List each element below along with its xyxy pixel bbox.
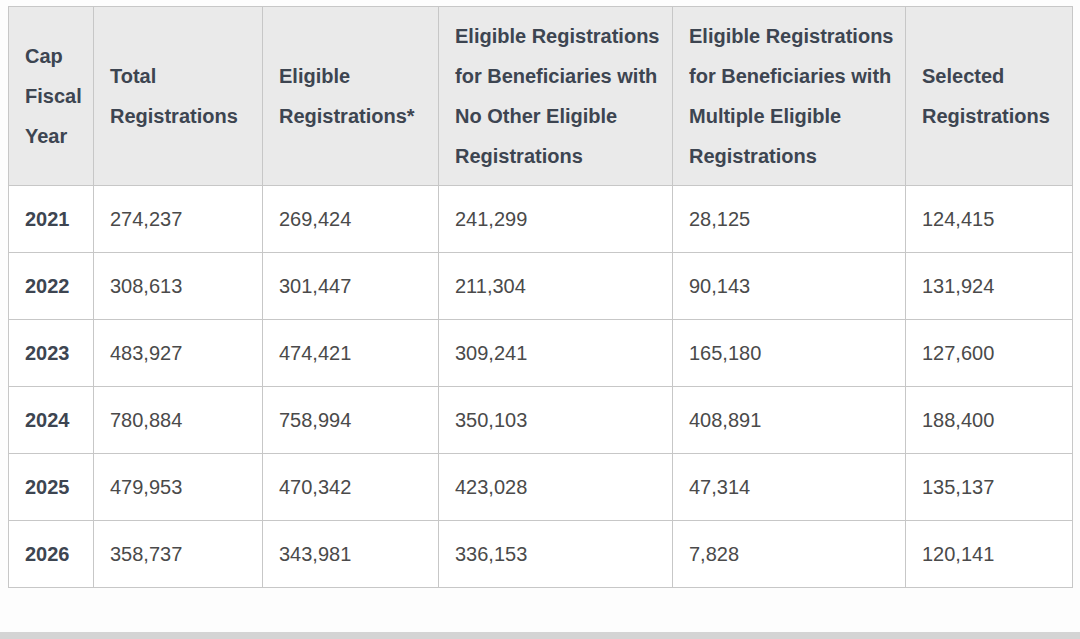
year-cell: 2022 <box>9 253 94 320</box>
column-header-selected-registrations: Selected Registrations <box>906 7 1073 186</box>
bottom-edge-strip <box>0 632 1080 639</box>
eligible-no-other-cell: 309,241 <box>439 320 673 387</box>
eligible-no-other-cell: 211,304 <box>439 253 673 320</box>
eligible-multiple-cell: 165,180 <box>673 320 906 387</box>
table-row-2026: 2026 358,737 343,981 336,153 7,828 120,1… <box>9 521 1073 588</box>
eligible-registrations-cell: 758,994 <box>263 387 439 454</box>
registrations-page: Cap Fiscal Year Total Registrations Elig… <box>0 0 1080 639</box>
selected-registrations-cell: 127,600 <box>906 320 1073 387</box>
column-header-total-registrations: Total Registrations <box>94 7 263 186</box>
selected-registrations-cell: 124,415 <box>906 186 1073 253</box>
year-cell: 2023 <box>9 320 94 387</box>
eligible-no-other-cell: 336,153 <box>439 521 673 588</box>
total-registrations-cell: 358,737 <box>94 521 263 588</box>
year-cell: 2021 <box>9 186 94 253</box>
total-registrations-cell: 308,613 <box>94 253 263 320</box>
year-cell: 2025 <box>9 454 94 521</box>
selected-registrations-cell: 120,141 <box>906 521 1073 588</box>
eligible-registrations-cell: 470,342 <box>263 454 439 521</box>
table-row-2021: 2021 274,237 269,424 241,299 28,125 124,… <box>9 186 1073 253</box>
column-header-eligible-multiple: Eligible Registrations for Beneficiaries… <box>673 7 906 186</box>
eligible-no-other-cell: 241,299 <box>439 186 673 253</box>
table-header: Cap Fiscal Year Total Registrations Elig… <box>9 7 1073 186</box>
column-header-eligible-no-other: Eligible Registrations for Beneficiaries… <box>439 7 673 186</box>
table-row-2024: 2024 780,884 758,994 350,103 408,891 188… <box>9 387 1073 454</box>
selected-registrations-cell: 131,924 <box>906 253 1073 320</box>
eligible-multiple-cell: 408,891 <box>673 387 906 454</box>
eligible-multiple-cell: 7,828 <box>673 521 906 588</box>
column-header-eligible-registrations: Eligible Registrations* <box>263 7 439 186</box>
total-registrations-cell: 274,237 <box>94 186 263 253</box>
table-row-2022: 2022 308,613 301,447 211,304 90,143 131,… <box>9 253 1073 320</box>
eligible-registrations-cell: 474,421 <box>263 320 439 387</box>
total-registrations-cell: 780,884 <box>94 387 263 454</box>
h1b-registrations-table: Cap Fiscal Year Total Registrations Elig… <box>8 6 1073 588</box>
header-row: Cap Fiscal Year Total Registrations Elig… <box>9 7 1073 186</box>
column-header-cap-fiscal-year: Cap Fiscal Year <box>9 7 94 186</box>
eligible-registrations-cell: 269,424 <box>263 186 439 253</box>
eligible-registrations-cell: 301,447 <box>263 253 439 320</box>
table-body: 2021 274,237 269,424 241,299 28,125 124,… <box>9 186 1073 588</box>
total-registrations-cell: 479,953 <box>94 454 263 521</box>
eligible-multiple-cell: 28,125 <box>673 186 906 253</box>
year-cell: 2024 <box>9 387 94 454</box>
eligible-multiple-cell: 90,143 <box>673 253 906 320</box>
total-registrations-cell: 483,927 <box>94 320 263 387</box>
eligible-no-other-cell: 350,103 <box>439 387 673 454</box>
eligible-multiple-cell: 47,314 <box>673 454 906 521</box>
eligible-no-other-cell: 423,028 <box>439 454 673 521</box>
table-row-2025: 2025 479,953 470,342 423,028 47,314 135,… <box>9 454 1073 521</box>
selected-registrations-cell: 188,400 <box>906 387 1073 454</box>
year-cell: 2026 <box>9 521 94 588</box>
eligible-registrations-cell: 343,981 <box>263 521 439 588</box>
table-row-2023: 2023 483,927 474,421 309,241 165,180 127… <box>9 320 1073 387</box>
selected-registrations-cell: 135,137 <box>906 454 1073 521</box>
